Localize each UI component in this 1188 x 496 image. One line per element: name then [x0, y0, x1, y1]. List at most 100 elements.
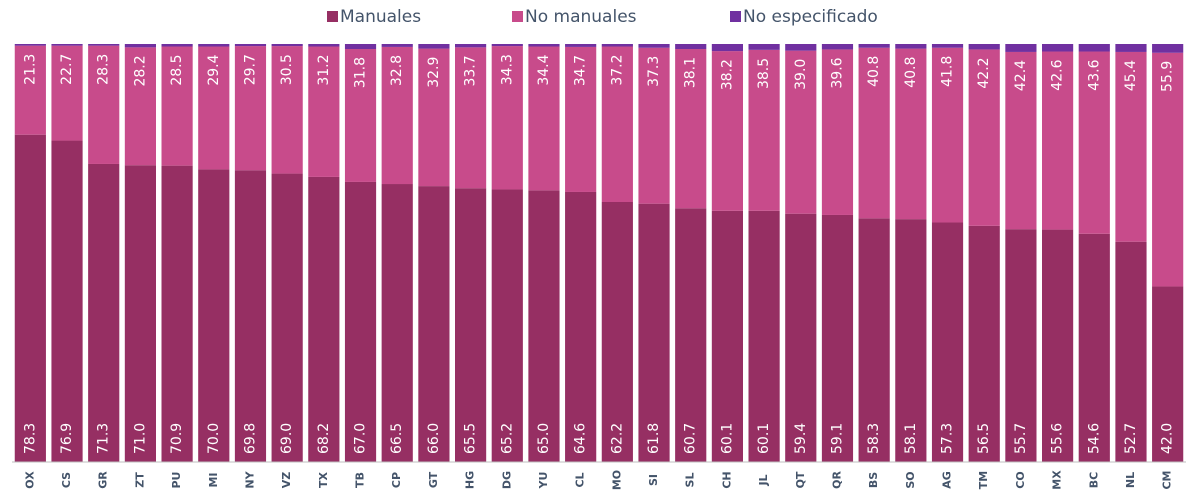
bar-segment — [565, 191, 597, 463]
value-label: 31.2 — [316, 55, 332, 86]
value-label: 62.2 — [609, 423, 625, 454]
bar-segment — [234, 46, 267, 171]
value-label: 58.3 — [866, 423, 882, 454]
bar-segment — [344, 181, 377, 462]
value-label: 38.2 — [719, 59, 735, 90]
value-label: 37.2 — [609, 55, 625, 86]
bar-segment — [455, 44, 487, 48]
x-tick-label: NY — [243, 470, 256, 488]
bar-segment — [88, 44, 120, 46]
x-tick-label: CO — [1014, 471, 1027, 488]
value-label: 60.1 — [756, 423, 772, 454]
value-label: 34.4 — [536, 54, 552, 85]
bar-segment — [14, 45, 46, 135]
x-tick-label: NL — [1124, 472, 1137, 488]
legend-swatch — [512, 11, 523, 22]
bar-segment — [455, 47, 487, 189]
value-label: 28.5 — [169, 55, 185, 86]
bar-segment — [858, 218, 890, 462]
bar-segment — [51, 140, 83, 463]
bar-segment — [491, 189, 523, 463]
bar-segment — [51, 45, 83, 141]
bar-segment — [344, 49, 377, 182]
value-label: 21.3 — [22, 54, 38, 85]
bar-segment — [161, 46, 193, 166]
bar-segment — [785, 50, 817, 214]
value-label: 78.3 — [22, 423, 38, 454]
value-label: 71.0 — [132, 423, 148, 454]
bar-segment — [821, 49, 854, 215]
bar-segment — [675, 44, 707, 50]
bar-segment — [638, 203, 670, 462]
legend-swatch — [730, 11, 741, 22]
x-tick-label: HG — [464, 471, 477, 489]
bar-segment — [491, 44, 523, 47]
bar-segment — [601, 202, 633, 462]
value-label: 65.5 — [463, 423, 479, 454]
bar-segment — [418, 186, 450, 462]
value-label: 38.1 — [683, 57, 699, 88]
x-tick-label: YU — [537, 472, 550, 490]
bar-segment — [308, 44, 340, 47]
bar-segment — [14, 134, 46, 462]
bar-segment — [528, 46, 560, 191]
bar-segment — [88, 45, 120, 164]
bar-segment — [124, 165, 156, 462]
value-label: 55.6 — [1050, 423, 1066, 454]
value-label: 31.8 — [353, 57, 369, 88]
bar-segment — [675, 49, 707, 209]
bar-segment — [748, 49, 780, 211]
bar-segment — [638, 47, 670, 204]
x-tick-label: CP — [390, 472, 403, 488]
value-label: 58.1 — [903, 423, 919, 454]
value-label: 42.0 — [1160, 423, 1176, 454]
bar-segment — [161, 44, 193, 47]
bar-segment — [748, 210, 780, 462]
bar-segment — [821, 214, 854, 462]
bar-segment — [381, 44, 413, 47]
bar-segment — [1115, 51, 1147, 242]
value-label: 55.7 — [1013, 423, 1029, 454]
bar-segment — [1005, 229, 1037, 462]
bar-segment — [1078, 44, 1110, 52]
value-label: 61.8 — [646, 423, 662, 454]
value-label: 40.8 — [903, 57, 919, 88]
x-tick-label: VZ — [280, 472, 293, 489]
bar-segment — [858, 44, 890, 48]
x-tick-label: SI — [647, 474, 660, 486]
bar-segment — [1042, 229, 1074, 462]
x-tick-label: QR — [830, 471, 843, 489]
x-tick-label: GR — [97, 471, 110, 489]
bar-segment — [124, 44, 156, 48]
x-tick-label: GT — [427, 471, 440, 488]
bar-segment — [1152, 52, 1184, 287]
x-tick-label: OX — [23, 471, 36, 489]
value-label: 54.6 — [1086, 423, 1102, 454]
bar-segment — [344, 44, 377, 50]
x-tick-label: TB — [354, 472, 367, 488]
bar-segment — [711, 44, 743, 52]
x-tick-label: BC — [1087, 472, 1100, 488]
x-tick-label: DG — [500, 471, 513, 489]
bar-segment — [565, 44, 597, 47]
bar-segment — [271, 46, 303, 174]
bar-segment — [565, 46, 597, 192]
bar-segment — [381, 46, 413, 185]
bar-segment — [931, 44, 964, 48]
value-label: 66.5 — [389, 423, 405, 454]
bar-segment — [895, 219, 927, 462]
bar-segment — [895, 48, 927, 220]
value-label: 45.4 — [1123, 60, 1139, 91]
value-label: 32.9 — [426, 57, 442, 88]
value-label: 39.0 — [793, 59, 809, 90]
value-label: 60.1 — [719, 423, 735, 454]
x-tick-label: AG — [941, 471, 954, 489]
bar-segment — [234, 170, 267, 462]
value-label: 52.7 — [1123, 423, 1139, 454]
bar-segment — [711, 51, 743, 211]
value-label: 60.7 — [683, 423, 699, 454]
bar-segment — [968, 44, 1000, 50]
bar-segment — [14, 44, 46, 46]
value-label: 69.8 — [242, 423, 258, 454]
bar-segment — [785, 213, 817, 462]
